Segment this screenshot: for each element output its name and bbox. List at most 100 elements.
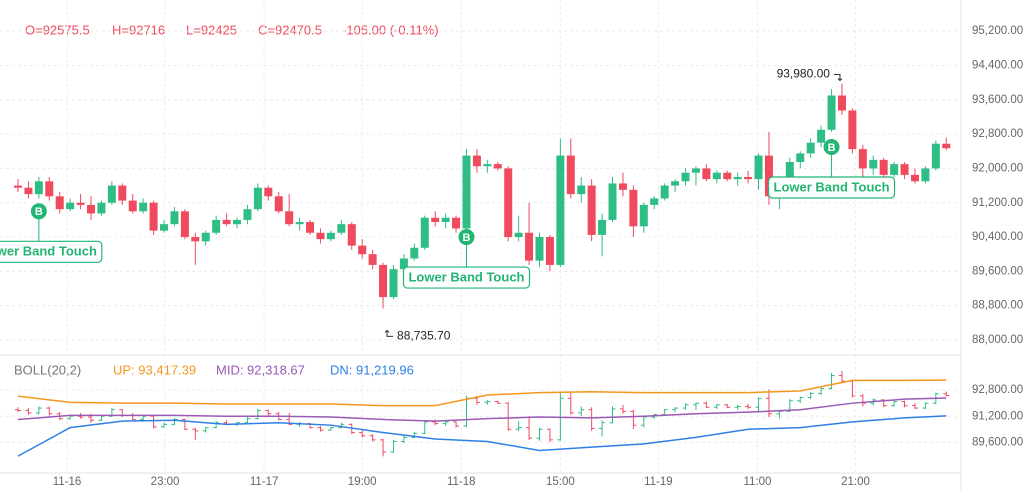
- candle-body: [827, 95, 836, 130]
- annotation-arrow: [384, 329, 394, 337]
- candle-body: [712, 172, 721, 180]
- candle-body: [34, 181, 43, 195]
- candle-body: [931, 143, 940, 169]
- candle-body: [368, 254, 377, 265]
- candle-body: [618, 183, 627, 190]
- y-tick-label: 88,800.00: [972, 300, 1023, 312]
- legend-high: H=92716: [112, 22, 165, 37]
- legend-change: -105.00 (-0.11%): [342, 22, 439, 37]
- candle-body: [76, 202, 85, 205]
- signal-box: [767, 176, 896, 199]
- candle-body: [869, 159, 878, 169]
- candle-body: [681, 172, 690, 182]
- ohlc-legend: O=92575.5 H=92716 L=92425 C=92470.5 -105…: [25, 22, 439, 37]
- signal-marker-text: B: [35, 206, 43, 218]
- signal-label: Lower Band Touch: [0, 244, 97, 259]
- x-tick-label: 15:00: [546, 476, 575, 488]
- annotation-label: 93,980.00: [777, 67, 831, 81]
- y-tick-label: 89,600.00: [972, 436, 1023, 448]
- candle-body: [785, 161, 794, 190]
- signal-marker-text: B: [463, 232, 471, 244]
- candle-body: [764, 155, 773, 197]
- candle-body: [514, 232, 523, 238]
- candle-body: [900, 164, 909, 175]
- y-tick-label: 90,400.00: [972, 231, 1023, 243]
- signal-label: Lower Band Touch: [408, 269, 524, 284]
- candle-body: [316, 232, 325, 240]
- candle-body: [139, 202, 148, 212]
- legend-entry: UP: 93,417.39: [113, 362, 196, 377]
- candle-body: [462, 155, 471, 229]
- candle-body: [431, 217, 440, 223]
- candle-body: [212, 219, 221, 233]
- candle-body: [671, 181, 680, 186]
- y-tick-label: 91,200.00: [972, 410, 1023, 422]
- candle-body: [24, 187, 33, 195]
- candle-body: [879, 159, 888, 175]
- candle-body: [306, 222, 315, 233]
- candle-body: [890, 164, 899, 175]
- signal-marker: [458, 229, 475, 246]
- y-tick-label: 92,000.00: [972, 162, 1023, 174]
- candle-body: [149, 202, 158, 231]
- candle-body: [806, 142, 815, 154]
- candle-body: [264, 187, 273, 197]
- signal-box: [402, 266, 531, 289]
- x-tick-label: 11:00: [744, 476, 772, 488]
- signal-marker-text: B: [828, 142, 836, 154]
- candle-body: [201, 232, 210, 242]
- y-tick-label: 92,800.00: [972, 384, 1023, 396]
- candle-body: [118, 185, 127, 201]
- candle-body: [525, 232, 534, 261]
- candle-body: [723, 172, 732, 180]
- candle-body: [545, 237, 554, 265]
- y-tick-label: 89,600.00: [972, 265, 1023, 277]
- legend-entry: MID: 92,318.67: [216, 362, 305, 377]
- candle-body: [170, 211, 179, 225]
- annotation-label: 88,735.70: [397, 329, 451, 343]
- candle-body: [107, 185, 116, 203]
- x-tick-label: 11-16: [53, 476, 82, 488]
- candle-body: [858, 149, 867, 169]
- x-tick-label: 21:00: [841, 476, 870, 488]
- signal-marker: [823, 138, 840, 155]
- legend-low: L=92425: [186, 22, 237, 37]
- candle-body: [535, 237, 544, 261]
- candle-body: [45, 181, 54, 197]
- candle-body: [14, 185, 22, 188]
- candle-body: [483, 164, 492, 167]
- candle-body: [452, 217, 461, 229]
- candle-body: [942, 143, 951, 149]
- candle-body: [817, 129, 826, 143]
- x-tick-label: 11-19: [644, 476, 673, 488]
- y-tick-label: 88,000.00: [972, 334, 1023, 346]
- x-tick-label: 23:00: [151, 476, 180, 488]
- candle-body: [253, 187, 262, 210]
- candle-body: [744, 176, 753, 180]
- candle-body: [285, 211, 294, 225]
- candle-body: [191, 237, 200, 242]
- indicator-title: BOLL(20,2): [14, 362, 81, 377]
- candle-body: [160, 224, 169, 231]
- candle-body: [274, 196, 283, 212]
- candle-body: [691, 168, 700, 173]
- y-tick-label: 92,800.00: [972, 128, 1023, 140]
- candle-body: [222, 219, 231, 225]
- candle-body: [650, 198, 659, 205]
- candle-body: [420, 217, 429, 248]
- candle-body: [629, 189, 638, 227]
- candle-body: [243, 209, 252, 220]
- y-tick-label: 95,200.00: [972, 25, 1023, 37]
- candle-body: [587, 185, 596, 235]
- y-tick-label: 91,200.00: [972, 197, 1023, 209]
- candle-body: [472, 155, 481, 167]
- candle-body: [97, 202, 106, 214]
- y-tick-label: 94,400.00: [972, 60, 1023, 72]
- legend-entry: DN: 91,219.96: [330, 362, 414, 377]
- candle-body: [66, 202, 75, 210]
- candle-body: [504, 168, 513, 238]
- legend-close: C=92470.5: [258, 22, 322, 37]
- candle-body: [608, 183, 617, 220]
- candle-body: [556, 155, 565, 265]
